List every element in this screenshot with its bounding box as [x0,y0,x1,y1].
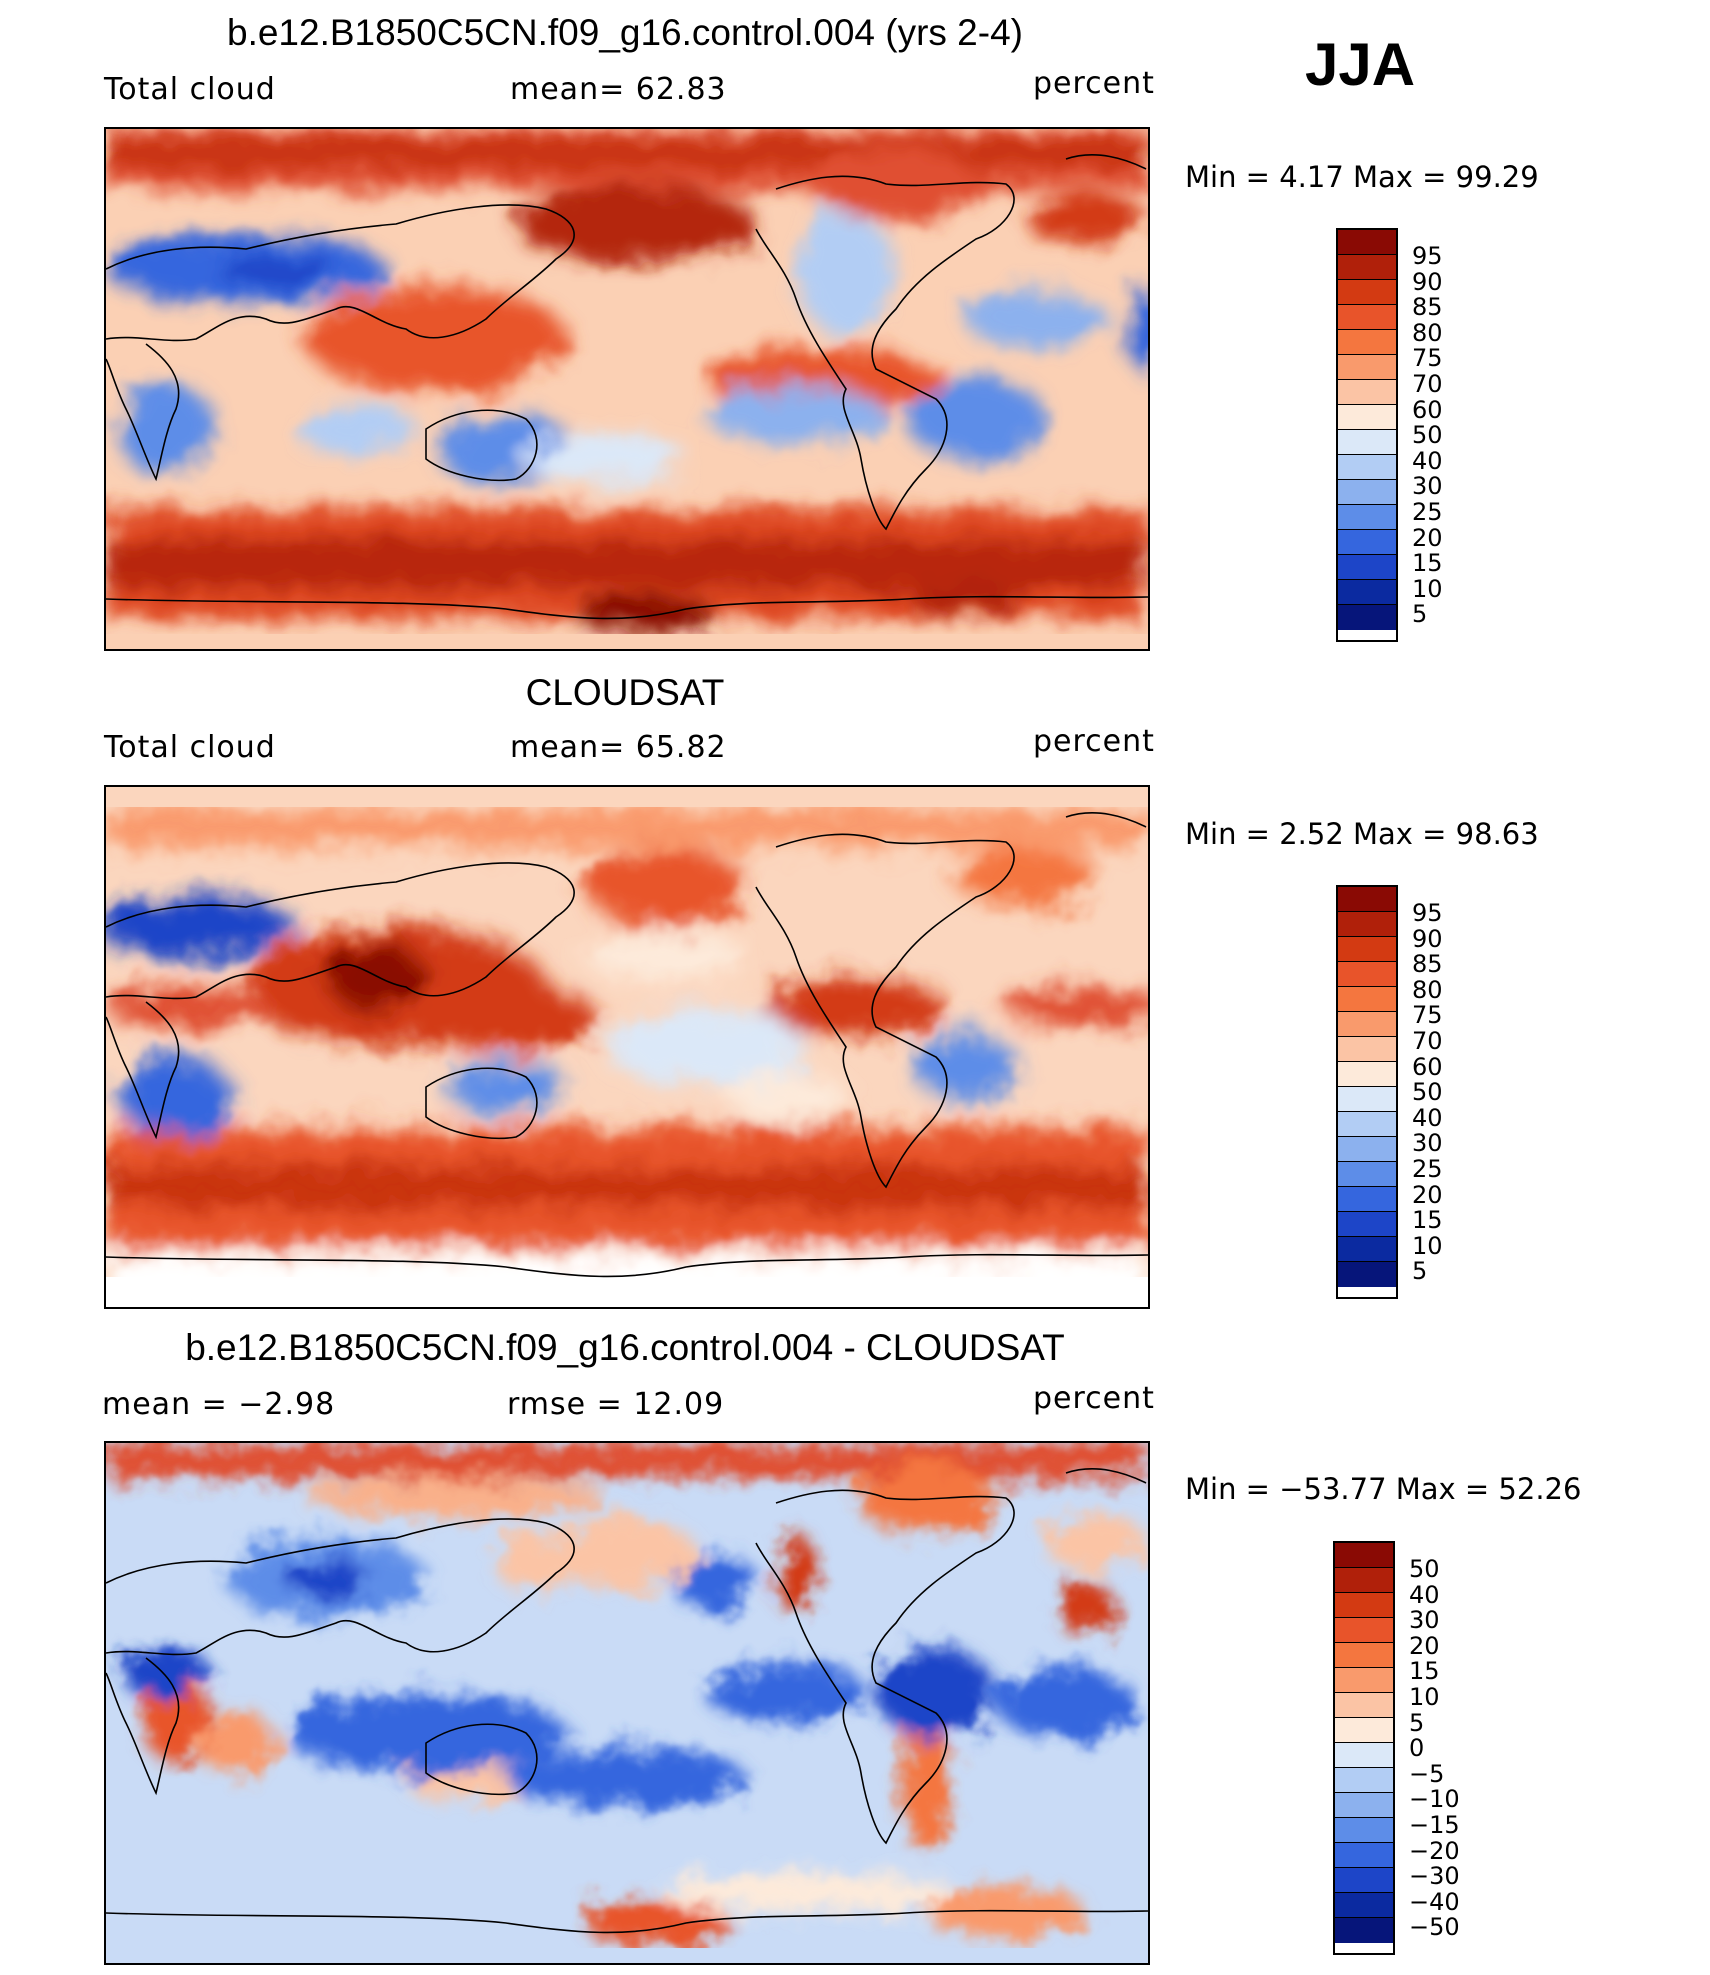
colorbar-tick-label: 70 [1412,1027,1443,1055]
colorbar-tick-label: 5 [1412,600,1428,629]
colorbar-tick-label: 30 [1412,1129,1443,1158]
colorbar-tick-label: −5 [1409,1759,1445,1788]
mean-label: mean= 65.82 [510,730,727,765]
colorbar-tick-label: 95 [1412,899,1443,927]
colorbar-tick-label: 25 [1412,1155,1443,1183]
colorbar-difference [1333,1541,1395,1955]
colorbar-tick-label: 90 [1412,267,1443,296]
colorbar-tick-label: 20 [1409,1631,1440,1660]
colorbar-tick-label: −40 [1409,1887,1460,1916]
units-label: percent [1033,724,1155,759]
colorbar-tick-label: 25 [1412,498,1443,526]
colorbar-tick-label: 75 [1412,344,1443,373]
colorbar-tick-label: 20 [1412,1180,1443,1209]
colorbar-tick-label: 85 [1412,293,1443,322]
colorbar-tick-label: −15 [1409,1811,1460,1839]
colorbar-tick-label: 60 [1412,395,1443,424]
colorbar-tick-label: 0 [1409,1734,1425,1763]
rmse-label: rmse = 12.09 [507,1387,725,1422]
season-label: JJA [1305,31,1416,98]
colorbar-model [1336,228,1398,642]
colorbar-tick-label: 50 [1412,1078,1443,1107]
min-max-label: Min = 4.17 Max = 99.29 [1185,160,1539,194]
min-max-label: Min = −53.77 Max = 52.26 [1185,1472,1582,1506]
colorbar-tick-label: 90 [1412,924,1443,953]
panel-title: b.e12.B1850C5CN.f09_g16.control.004 - CL… [185,1327,1065,1368]
colorbar-tick-label: 50 [1412,421,1443,450]
colorbar-tick-label: 5 [1412,1257,1428,1286]
panel-title: b.e12.B1850C5CN.f09_g16.control.004 (yrs… [227,12,1023,53]
colorbar-tick-label: 15 [1412,549,1443,578]
map-model-total-cloud [104,127,1150,651]
colorbar-tick-label: 30 [1412,472,1443,501]
colorbar-tick-label: −30 [1409,1862,1460,1891]
colorbar-tick-label: 60 [1412,1052,1443,1081]
colorbar-cloudsat [1336,885,1398,1299]
mean-label: mean= 62.83 [510,72,727,107]
colorbar-tick-label: 10 [1412,1231,1443,1260]
mean-label: mean = −2.98 [102,1387,336,1422]
colorbar-tick-label: 15 [1412,1206,1443,1235]
colorbar-tick-label: −20 [1409,1836,1460,1865]
colorbar-tick-label: 95 [1412,242,1443,270]
variable-label: Total cloud [104,730,276,765]
colorbar-tick-label: 50 [1409,1555,1440,1583]
colorbar-tick-label: 30 [1409,1606,1440,1635]
panel-title: CLOUDSAT [525,672,725,713]
colorbar-tick-label: 15 [1409,1657,1440,1686]
units-label: percent [1033,66,1155,101]
colorbar-tick-label: 85 [1412,950,1443,979]
min-max-label: Min = 2.52 Max = 98.63 [1185,817,1539,851]
map-difference-total-cloud [104,1441,1150,1965]
colorbar-tick-label: 20 [1412,523,1443,552]
colorbar-tick-label: 40 [1412,446,1443,475]
colorbar-tick-label: 70 [1412,370,1443,398]
colorbar-tick-label: 40 [1412,1103,1443,1132]
colorbar-tick-label: 80 [1412,975,1443,1004]
colorbar-tick-label: −10 [1409,1785,1460,1814]
units-label: percent [1033,1381,1155,1416]
colorbar-tick-label: 5 [1409,1708,1425,1737]
colorbar-tick-label: 75 [1412,1001,1443,1030]
colorbar-tick-label: 40 [1409,1580,1440,1609]
map-cloudsat-total-cloud [104,785,1150,1309]
variable-label: Total cloud [104,72,276,107]
colorbar-tick-label: 10 [1409,1683,1440,1711]
colorbar-tick-label: −50 [1409,1913,1460,1942]
colorbar-tick-label: 10 [1412,574,1443,603]
colorbar-tick-label: 80 [1412,318,1443,347]
